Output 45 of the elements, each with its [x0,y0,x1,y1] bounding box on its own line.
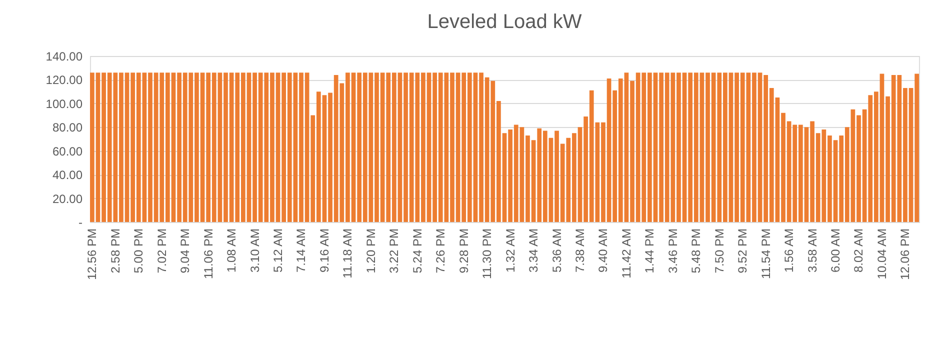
x-tick-label: 7.50 PM [712,228,726,274]
x-tick-label: 8.02 AM [852,228,866,273]
x-tick-label: 1.56 AM [782,228,796,273]
x-tick-label: 12.56 PM [85,228,100,280]
x-tick-label: 11.06 PM [201,228,216,279]
x-tick-label: 2.58 PM [108,228,122,274]
y-tick-label: 140.00 [46,50,83,64]
x-tick-label: 11.30 PM [480,228,494,279]
x-tick-label: 5.00 PM [132,228,146,274]
x-tick-label: 11.42 AM [619,228,634,278]
x-tick-label: 7.14 AM [294,228,308,273]
x-tick-label: 5.36 AM [550,228,564,273]
x-tick-label: 9.40 AM [596,228,610,273]
y-tick-label: 100.00 [46,96,83,111]
x-tick-label: 5.12 AM [271,228,286,273]
x-tick-label: 3.46 PM [666,228,680,274]
x-tick-label: 3.34 AM [526,228,541,273]
y-tick-label: 40.00 [52,168,83,182]
x-tick-label: 9.16 AM [317,228,332,273]
x-tick-label: 6.00 AM [828,228,843,273]
x-tick-label: 7.26 PM [434,228,448,274]
x-tick-label: 9.04 PM [178,228,192,274]
x-tick-label: 3.22 PM [387,228,402,274]
y-tick-label: 120.00 [46,73,83,88]
y-tick-label: 60.00 [52,144,83,158]
x-tick-label: 1.20 PM [364,228,378,274]
x-tick-label: 12.06 PM [898,228,912,280]
x-tick-label: 1.08 AM [224,228,239,273]
chart-title: Leveled Load kW [427,11,582,33]
y-tick-label: - [78,216,82,230]
y-tick-label: 80.00 [52,120,83,135]
x-tick-label: 5.24 PM [410,228,424,274]
x-tick-label: 9.28 PM [456,228,471,274]
x-tick-label: 7.38 AM [572,228,587,273]
x-tick-label: 11.18 AM [340,228,355,278]
x-tick-label: 7.02 PM [154,228,169,274]
x-tick-label: 1.32 AM [503,228,518,273]
x-tick-label: 3.58 AM [805,228,820,273]
x-tick-label: 3.10 AM [248,228,262,273]
y-tick-label: 20.00 [52,192,83,206]
x-tick-label: 9.52 PM [736,228,750,274]
x-tick-label: 11.54 PM [758,228,773,279]
x-tick-label: 1.44 PM [642,228,657,274]
x-tick-label: 5.48 PM [689,228,704,274]
x-tick-label: 10.04 AM [874,228,889,280]
